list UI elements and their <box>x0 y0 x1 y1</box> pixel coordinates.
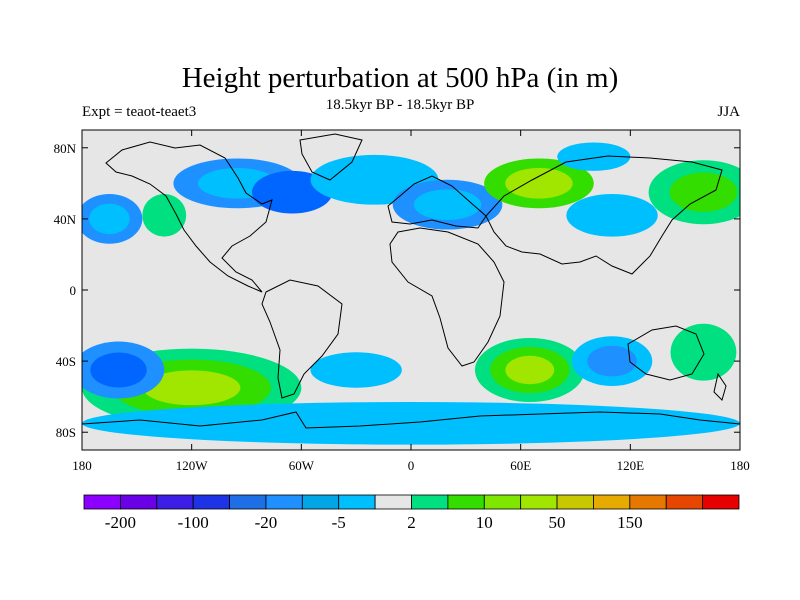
colorbar-swatch <box>301 494 340 510</box>
colorbar-swatch <box>665 494 704 510</box>
colorbar-swatch <box>593 494 631 510</box>
coastline-australia <box>627 325 705 381</box>
colorbar-swatch <box>83 494 121 510</box>
y-tick-label: 0 <box>70 283 77 298</box>
plot-subtitle: 18.5kyr BP - 18.5kyr BP <box>325 97 475 113</box>
anomaly-9-level-1 <box>669 172 738 212</box>
anomaly-layer <box>82 142 740 445</box>
colorbar-swatch <box>229 494 267 510</box>
colorbar-swatch <box>156 494 194 510</box>
coastline-asia <box>485 155 723 275</box>
colorbar-swatch <box>702 494 740 510</box>
y-axis: 80N 40N 0 40S 80S <box>54 141 740 440</box>
colorbar-swatch <box>338 494 376 510</box>
y-tick-label: 40S <box>56 354 76 369</box>
anomaly-12-level-0 <box>310 352 402 388</box>
x-tick-label: 180 <box>72 458 92 473</box>
x-tick-label: 180 <box>730 458 750 473</box>
colorbar-swatch <box>265 494 303 510</box>
colorbar-swatch <box>629 494 667 510</box>
x-tick-label: 60W <box>289 458 315 473</box>
colorbar-swatch <box>556 494 594 510</box>
coastline-south-america <box>261 279 343 399</box>
y-tick-label: 40N <box>54 212 77 227</box>
plot-title: Height perturbation at 500 hPa (in m) <box>181 62 619 94</box>
colorbar-label: -100 <box>178 513 209 532</box>
colorbar-swatch <box>192 494 230 510</box>
colorbar-label: 50 <box>549 513 566 532</box>
experiment-label: Expt = teaot-teaet3 <box>82 104 197 120</box>
y-tick-label: 80N <box>54 141 77 156</box>
anomaly-6-level-1 <box>505 168 573 199</box>
season-label: JJA <box>717 104 740 120</box>
colorbar-swatch <box>411 494 449 510</box>
anomaly-0-level-1 <box>89 203 130 235</box>
colorbar-label: -200 <box>105 513 136 532</box>
colorbar-swatch <box>520 494 558 510</box>
colorbar-swatch <box>374 494 412 510</box>
colorbar-label: 2 <box>407 513 416 532</box>
coastline-north-america <box>105 141 273 293</box>
colorbar-label: 10 <box>476 513 493 532</box>
anomaly-16-level-0 <box>82 402 740 445</box>
coastline-africa-europe <box>389 227 505 367</box>
x-tick-label: 120W <box>176 458 209 473</box>
anomaly-11-level-1 <box>90 352 147 388</box>
anomaly-14-level-1 <box>587 345 637 377</box>
x-tick-label: 0 <box>408 458 415 473</box>
anomaly-13-level-2 <box>505 355 555 385</box>
coastline-new-zealand <box>713 372 727 401</box>
anomaly-10-level-2 <box>142 370 241 406</box>
x-tick-label: 120E <box>617 458 645 473</box>
coastline-greenland <box>299 133 363 181</box>
anomaly-7-level-0 <box>557 142 631 171</box>
anomaly-5-level-1 <box>413 189 482 220</box>
x-tick-label: 60E <box>510 458 531 473</box>
coastline-layer <box>82 133 740 429</box>
colorbar-label: -20 <box>255 513 278 532</box>
colorbar-swatch <box>483 494 522 510</box>
coastline-europe <box>387 175 487 229</box>
colorbar-swatch <box>119 494 158 510</box>
coastline-antarctica <box>82 411 740 429</box>
colorbar-label: -5 <box>332 513 346 532</box>
anomaly-1-level-0 <box>142 194 187 237</box>
anomaly-8-level-0 <box>566 194 658 237</box>
colorbar-swatch <box>447 494 485 510</box>
colorbar: -200 -100 -20 -5 2 10 50 150 <box>83 494 740 532</box>
x-axis: 180 120W 60W 0 60E 120E 180 <box>72 130 750 473</box>
colorbar-label: 150 <box>617 513 643 532</box>
y-tick-label: 80S <box>56 425 76 440</box>
